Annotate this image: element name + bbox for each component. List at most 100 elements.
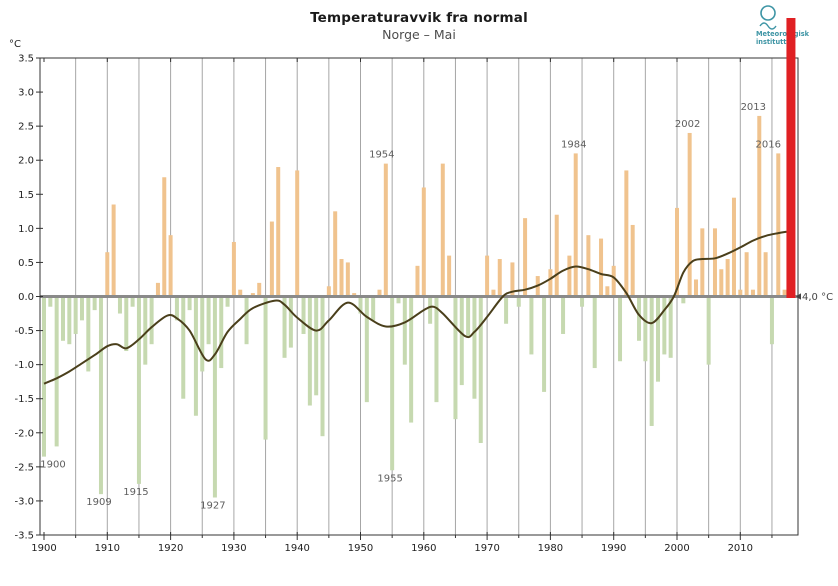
- bar-1930: [231, 241, 236, 297]
- bar-1968: [472, 296, 477, 399]
- bar-1983: [567, 255, 572, 297]
- x-tick-label: 1910: [95, 543, 120, 554]
- bar-1901: [48, 296, 53, 307]
- bar-1986: [586, 235, 591, 297]
- bar-1997: [656, 296, 661, 382]
- bar-2016: [776, 153, 781, 297]
- bar-1964: [447, 255, 452, 297]
- logo-sun-circle-icon: [760, 5, 776, 21]
- bar-1981: [554, 214, 559, 297]
- bar-1942: [307, 296, 312, 406]
- bar-1966: [459, 296, 464, 386]
- bar-1946: [333, 211, 338, 297]
- x-tick-label: 1940: [284, 543, 309, 554]
- bar-1915: [136, 296, 141, 484]
- y-tick-label: -0.5: [14, 326, 34, 337]
- annotation-1900: 1900: [40, 460, 65, 471]
- bar-1927: [212, 296, 217, 498]
- bar-1990: [611, 265, 616, 297]
- bar-1932: [244, 296, 249, 345]
- annotation-1984: 1984: [561, 139, 586, 150]
- bar-1925: [200, 296, 205, 372]
- bar-1960: [421, 187, 426, 297]
- annotation-2002: 2002: [675, 119, 700, 130]
- bar-1931: [238, 289, 243, 297]
- bar-1973: [504, 296, 509, 324]
- y-tick-label: -2.5: [14, 462, 34, 473]
- bar-1961: [428, 296, 433, 324]
- bar-1954: [383, 163, 388, 297]
- latest-value-arrow-icon: [796, 293, 801, 300]
- logo-text-line2: institutt: [756, 38, 786, 46]
- bar-1965: [453, 296, 458, 420]
- bar-2003: [693, 279, 698, 297]
- bar-1914: [130, 296, 135, 307]
- bar-1923: [187, 296, 192, 311]
- bar-1945: [326, 286, 331, 297]
- y-tick-label: 3.0: [18, 88, 34, 99]
- bar-1935: [263, 296, 268, 440]
- bar-1962: [434, 296, 439, 403]
- bar-1933: [250, 293, 255, 297]
- bar-1977: [529, 296, 534, 355]
- annotation-2016: 2016: [756, 139, 781, 150]
- bar-1904: [67, 296, 72, 345]
- annotation-1954: 1954: [369, 150, 394, 161]
- bar-2014: [763, 252, 768, 297]
- y-tick-label: -1.5: [14, 394, 34, 405]
- bar-1995: [643, 296, 648, 362]
- chart-title: Temperaturavvik fra normal: [310, 10, 528, 26]
- bar-1937: [276, 167, 281, 297]
- bar-1940: [295, 170, 300, 297]
- bar-1936: [269, 221, 274, 297]
- y-tick-label: -3.0: [14, 496, 34, 507]
- y-tick-label: -1.0: [14, 360, 34, 371]
- bar-1975: [516, 296, 521, 307]
- bar-1963: [440, 163, 445, 297]
- bar-1924: [193, 296, 198, 416]
- y-tick-label: 3.5: [18, 54, 34, 65]
- bar-2015: [769, 296, 774, 345]
- annotation-1927: 1927: [200, 501, 225, 512]
- bar-1988: [599, 238, 604, 297]
- chart-subtitle: Norge – Mai: [382, 27, 456, 42]
- x-tick-label: 2000: [664, 543, 689, 554]
- annotation-2013: 2013: [741, 102, 766, 113]
- bar-2008: [725, 259, 730, 297]
- y-tick-label: 1.0: [18, 224, 34, 235]
- latest-value-label: 4,0 °C: [802, 292, 833, 303]
- bar-1929: [225, 296, 230, 307]
- bar-1982: [561, 296, 566, 334]
- logo-text-line1: Meteorologisk: [756, 30, 810, 38]
- bar-1916: [143, 296, 148, 365]
- latest-value-bar: [786, 18, 796, 298]
- bar-2004: [700, 228, 705, 297]
- x-tick-label: 1990: [601, 543, 626, 554]
- bar-2009: [731, 197, 736, 297]
- bar-2007: [719, 269, 724, 297]
- bar-1999: [668, 296, 673, 358]
- bar-1907: [86, 296, 91, 372]
- bar-1992: [624, 170, 629, 297]
- bar-1967: [466, 296, 471, 338]
- bar-1955: [390, 296, 395, 471]
- y-tick-label: -2.0: [14, 428, 34, 439]
- title-block: Temperaturavvik fra normal Norge – Mai: [0, 10, 838, 42]
- bar-1972: [497, 259, 502, 297]
- bar-1989: [605, 286, 610, 297]
- bar-1985: [580, 296, 585, 307]
- bar-1921: [174, 296, 179, 321]
- smoothed-line: [43, 230, 787, 385]
- y-axis-unit: °C: [9, 39, 21, 50]
- bar-1902: [54, 296, 59, 447]
- bar-1938: [282, 296, 287, 358]
- y-tick-label: 0.5: [18, 258, 34, 269]
- bar-1900: [42, 296, 46, 457]
- bar-1998: [662, 296, 667, 355]
- bar-1941: [301, 296, 306, 334]
- bar-2002: [687, 132, 692, 297]
- y-tick-label: 1.5: [18, 190, 34, 201]
- bar-1987: [592, 296, 597, 369]
- bar-1918: [155, 282, 160, 297]
